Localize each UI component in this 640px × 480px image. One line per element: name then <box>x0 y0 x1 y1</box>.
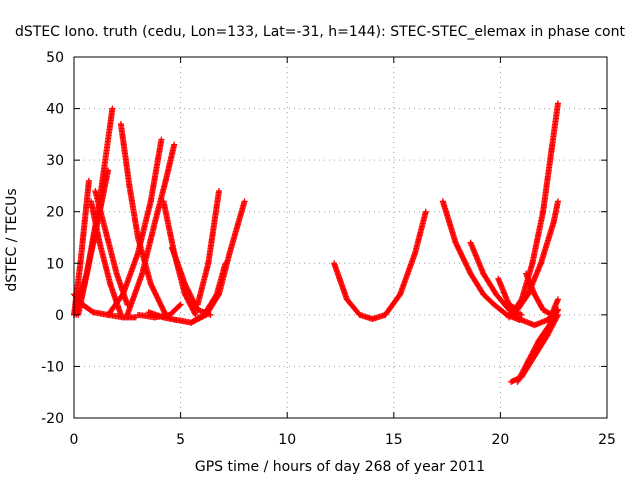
data-point <box>85 177 92 184</box>
data-point <box>554 306 561 313</box>
axis-ticks <box>73 56 608 419</box>
data-point <box>158 136 165 143</box>
data-point <box>554 198 561 205</box>
data-point <box>117 311 124 318</box>
data-point <box>554 296 561 303</box>
y-tick-label: 20 <box>46 205 64 221</box>
x-tick-label: 20 <box>491 432 509 448</box>
x-tick-label: 25 <box>598 432 616 448</box>
x-tick-label: 5 <box>176 432 185 448</box>
data-point <box>215 188 222 195</box>
y-tick-label: -20 <box>41 411 64 427</box>
y-tick-label: 0 <box>55 308 64 324</box>
data-point <box>105 167 112 174</box>
data-point <box>171 141 178 148</box>
y-tick-label: 50 <box>46 50 64 66</box>
data-point <box>177 301 184 308</box>
data-point <box>241 198 248 205</box>
x-axis-label: GPS time / hours of day 268 of year 2011 <box>195 459 485 475</box>
data-point <box>89 308 96 315</box>
data-point <box>176 302 183 309</box>
tick-labels: 0 5 10 15 20 25 -20 -10 0 10 20 30 40 50 <box>41 50 616 448</box>
data-points <box>71 100 561 385</box>
y-axis-label: dSTEC / TECUs <box>4 188 20 291</box>
data-point <box>215 292 222 299</box>
data-point <box>192 311 199 318</box>
x-tick-label: 0 <box>70 432 79 448</box>
x-tick-label: 10 <box>278 432 296 448</box>
plot-frame <box>73 56 608 419</box>
data-point <box>422 208 429 215</box>
data-point <box>109 105 116 112</box>
grid-lines <box>74 57 607 418</box>
y-tick-label: -10 <box>41 359 64 375</box>
x-tick-label: 15 <box>385 432 403 448</box>
chart-title: dSTEC Iono. truth (cedu, Lon=133, Lat=-3… <box>15 24 625 40</box>
y-tick-label: 30 <box>46 153 64 169</box>
data-point <box>554 307 561 314</box>
data-point <box>554 100 561 107</box>
y-tick-label: 10 <box>46 256 64 272</box>
data-point <box>518 311 525 318</box>
y-tick-label: 40 <box>46 102 64 118</box>
